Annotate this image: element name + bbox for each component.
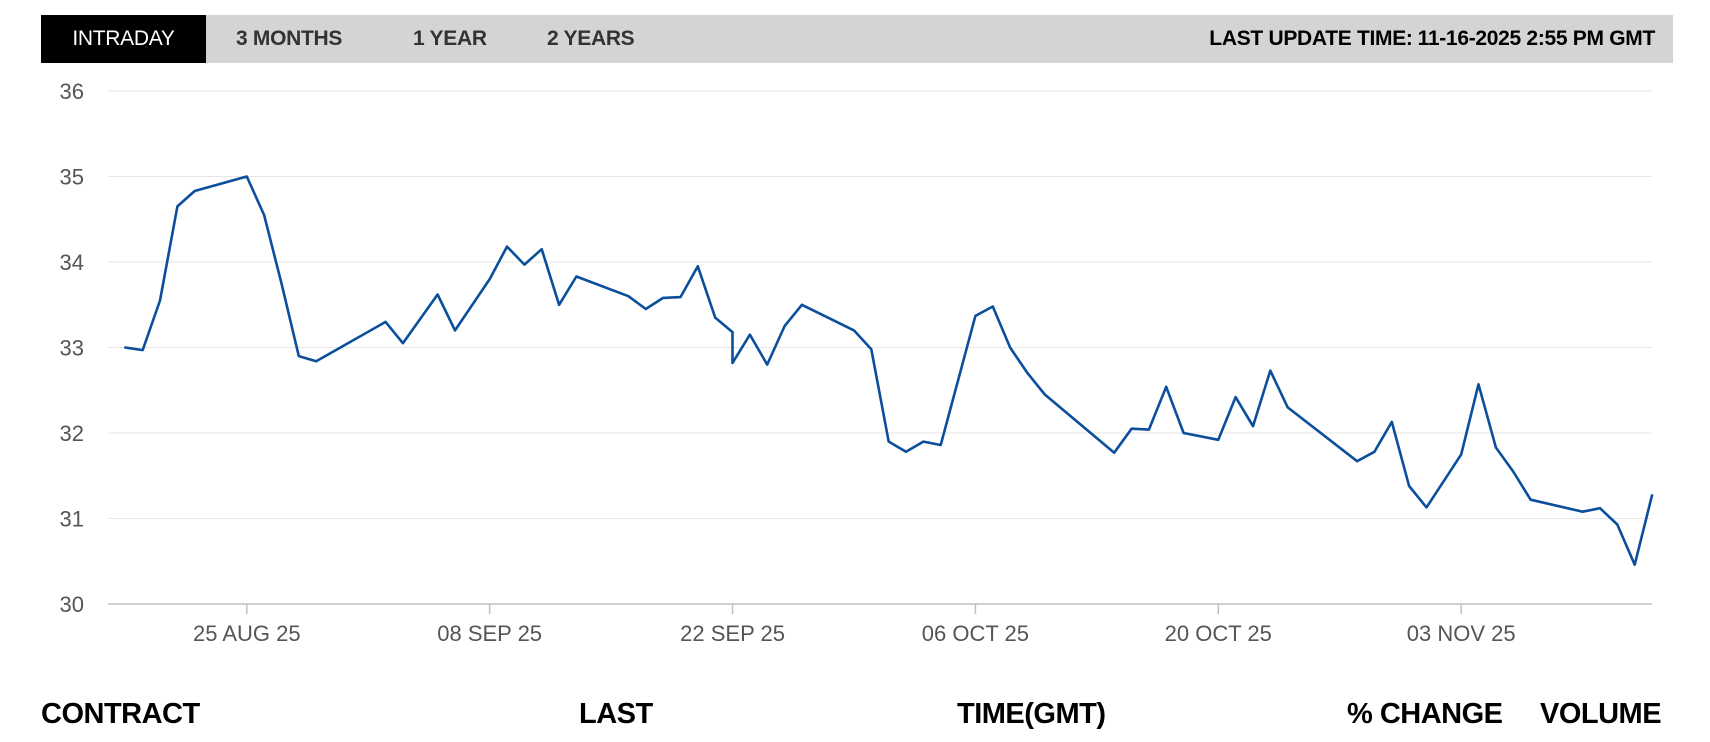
x-axis: 25 AUG 25 08 SEP 25 22 SEP 25 06 OCT 25 20 O…: [193, 604, 1516, 646]
x-tick-label: 22 SEP 25: [680, 621, 785, 646]
last-update-label: LAST UPDATE TIME:: [1209, 27, 1413, 50]
column-header-change: % CHANGE: [1347, 698, 1503, 730]
y-tick-label: 30: [60, 592, 84, 617]
y-tick-label: 33: [60, 336, 84, 361]
column-header-contract: CONTRACT: [41, 698, 200, 730]
tab-2-years[interactable]: 2 YEARS: [547, 27, 635, 50]
tab-intraday[interactable]: INTRADAY: [41, 15, 206, 63]
x-tick-label: 08 SEP 25: [437, 621, 542, 646]
y-tick-label: 32: [60, 421, 84, 446]
x-tick-label: 06 OCT 25: [922, 621, 1029, 646]
x-tick-label: 20 OCT 25: [1165, 621, 1272, 646]
time-range-tabbar: INTRADAY 3 MONTHS 1 YEAR 2 YEARS LAST UP…: [41, 15, 1673, 63]
y-tick-label: 31: [60, 507, 84, 532]
y-tick-label: 35: [60, 165, 84, 190]
grid-lines: [108, 90, 1652, 605]
y-tick-label: 36: [60, 79, 84, 104]
column-header-volume: VOLUME: [1540, 698, 1662, 730]
column-header-last: LAST: [579, 698, 653, 730]
last-update-value: 11-16-2025 2:55 PM GMT: [1417, 27, 1656, 50]
plot-area: [124, 175, 1654, 566]
x-tick-label: 03 NOV 25: [1407, 621, 1516, 646]
x-tick-label: 25 AUG 25: [193, 621, 301, 646]
y-axis: 30 31 32 33 34 35 36: [60, 79, 84, 617]
price-series-line: [124, 175, 1654, 566]
tab-1-year[interactable]: 1 YEAR: [413, 27, 487, 50]
tab-3-months[interactable]: 3 MONTHS: [236, 27, 343, 50]
column-header-time: TIME(GMT): [957, 698, 1106, 730]
price-line-chart: 30 31 32 33 34 35 36 25 AUG 25 08 SEP 25 22 SEP …: [60, 79, 1654, 646]
last-update-time: LAST UPDATE TIME: 11-16-2025 2:55 PM GMT: [1209, 15, 1655, 63]
y-tick-label: 34: [60, 250, 84, 275]
